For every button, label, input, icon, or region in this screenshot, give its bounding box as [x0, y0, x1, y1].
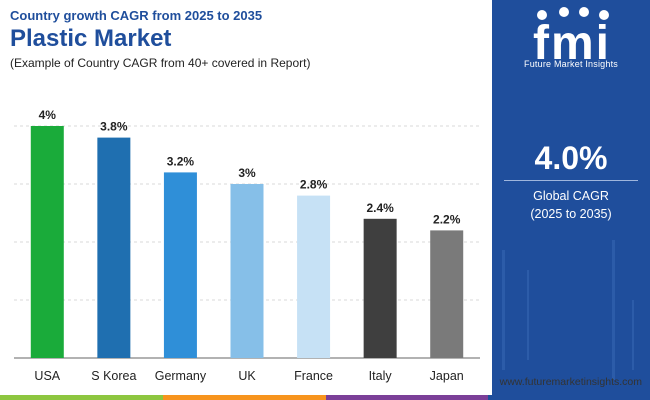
- decor-line: [632, 300, 634, 370]
- data-label: 4%: [39, 108, 57, 122]
- data-label: 2.4%: [366, 201, 394, 215]
- footer-bar-segment: [488, 395, 650, 400]
- data-label: 3.2%: [167, 154, 195, 168]
- x-tick-label: Italy: [369, 369, 393, 383]
- global-cagr-label-line2: (2025 to 2035): [530, 207, 612, 221]
- data-label: 3%: [238, 166, 256, 180]
- x-tick-label: Japan: [430, 369, 464, 383]
- decor-line: [527, 270, 529, 360]
- footer-bar-segment: [163, 395, 326, 400]
- bar-s-korea: [97, 137, 131, 358]
- cagr-divider: [504, 180, 638, 181]
- chart-subtitle: Country growth CAGR from 2025 to 2035: [10, 8, 263, 23]
- bar-uk: [230, 184, 264, 358]
- decor-line: [502, 250, 505, 370]
- bar-germany: [163, 172, 197, 358]
- bar-japan: [430, 230, 464, 358]
- bar-italy: [363, 218, 397, 358]
- x-tick-label: USA: [34, 369, 60, 383]
- summary-panel: fmi Future Market Insights 4.0% Global C…: [492, 0, 650, 400]
- chart-note: (Example of Country CAGR from 40+ covere…: [10, 56, 311, 70]
- footer-bar-segment: [326, 395, 488, 400]
- decor-line: [612, 240, 615, 380]
- global-cagr-label-line1: Global CAGR: [533, 189, 609, 203]
- x-tick-label: France: [294, 369, 333, 383]
- data-label: 3.8%: [100, 120, 128, 134]
- footer-bar-segment: [0, 395, 163, 400]
- website-link[interactable]: www.futuremarketinsights.com: [499, 376, 642, 388]
- bar-chart: 4% USA 3.8% S Korea 3.2% Germany 3% UK 2.8% Franc…: [14, 108, 480, 383]
- chart-title: Plastic Market: [10, 25, 172, 52]
- global-cagr-value: 4.0%: [534, 140, 608, 176]
- data-label: 2.8%: [300, 178, 328, 192]
- global-cagr-label: Global CAGR (2025 to 2035): [492, 187, 650, 223]
- logo-tagline: Future Market Insights: [524, 59, 618, 69]
- x-tick-label: S Korea: [91, 369, 136, 383]
- data-label: 2.2%: [433, 212, 461, 226]
- bar-usa: [30, 126, 64, 358]
- chart-header: Country growth CAGR from 2025 to 2035 Pl…: [10, 8, 310, 70]
- x-tick-label: Germany: [155, 369, 207, 383]
- logo-text: fmi: [533, 17, 611, 68]
- fmi-logo-icon: fmi: [533, 7, 611, 68]
- x-tick-label: UK: [238, 369, 256, 383]
- bar-france: [297, 195, 331, 358]
